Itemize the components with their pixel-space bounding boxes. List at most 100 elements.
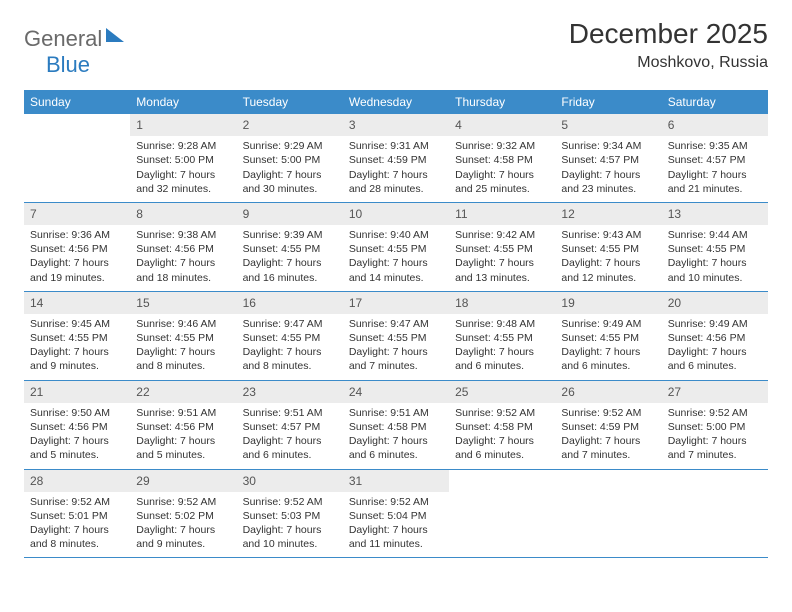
day-body: Sunrise: 9:49 AMSunset: 4:56 PMDaylight:… bbox=[662, 314, 768, 380]
day-body: Sunrise: 9:47 AMSunset: 4:55 PMDaylight:… bbox=[343, 314, 449, 380]
day-number: 6 bbox=[662, 114, 768, 136]
sunset-text: Sunset: 5:03 PM bbox=[243, 509, 337, 523]
day-number: 11 bbox=[449, 203, 555, 225]
sunset-text: Sunset: 4:56 PM bbox=[668, 331, 762, 345]
sunset-text: Sunset: 4:57 PM bbox=[561, 153, 655, 167]
sunrise-text: Sunrise: 9:35 AM bbox=[668, 139, 762, 153]
sunset-text: Sunset: 4:58 PM bbox=[455, 420, 549, 434]
day-number: 27 bbox=[662, 381, 768, 403]
daylight-text: Daylight: 7 hours and 10 minutes. bbox=[243, 523, 337, 551]
day-body: Sunrise: 9:52 AMSunset: 4:58 PMDaylight:… bbox=[449, 403, 555, 469]
sunrise-text: Sunrise: 9:43 AM bbox=[561, 228, 655, 242]
day-cell: 29Sunrise: 9:52 AMSunset: 5:02 PMDayligh… bbox=[130, 470, 236, 558]
day-body: Sunrise: 9:29 AMSunset: 5:00 PMDaylight:… bbox=[237, 136, 343, 202]
day-number: 25 bbox=[449, 381, 555, 403]
day-number: 15 bbox=[130, 292, 236, 314]
sunrise-text: Sunrise: 9:36 AM bbox=[30, 228, 124, 242]
sunset-text: Sunset: 4:55 PM bbox=[349, 242, 443, 256]
day-body: Sunrise: 9:38 AMSunset: 4:56 PMDaylight:… bbox=[130, 225, 236, 291]
sunset-text: Sunset: 4:56 PM bbox=[30, 420, 124, 434]
day-body: Sunrise: 9:50 AMSunset: 4:56 PMDaylight:… bbox=[24, 403, 130, 469]
sunrise-text: Sunrise: 9:45 AM bbox=[30, 317, 124, 331]
day-cell: 11Sunrise: 9:42 AMSunset: 4:55 PMDayligh… bbox=[449, 203, 555, 291]
sunset-text: Sunset: 4:58 PM bbox=[349, 420, 443, 434]
day-number: 26 bbox=[555, 381, 661, 403]
day-cell: 6Sunrise: 9:35 AMSunset: 4:57 PMDaylight… bbox=[662, 114, 768, 202]
sunrise-text: Sunrise: 9:50 AM bbox=[30, 406, 124, 420]
daylight-text: Daylight: 7 hours and 14 minutes. bbox=[349, 256, 443, 284]
sunrise-text: Sunrise: 9:47 AM bbox=[349, 317, 443, 331]
day-cell: 16Sunrise: 9:47 AMSunset: 4:55 PMDayligh… bbox=[237, 292, 343, 380]
sunset-text: Sunset: 4:56 PM bbox=[136, 420, 230, 434]
day-number: 16 bbox=[237, 292, 343, 314]
day-body: Sunrise: 9:28 AMSunset: 5:00 PMDaylight:… bbox=[130, 136, 236, 202]
day-number: 30 bbox=[237, 470, 343, 492]
sunrise-text: Sunrise: 9:38 AM bbox=[136, 228, 230, 242]
day-cell: 7Sunrise: 9:36 AMSunset: 4:56 PMDaylight… bbox=[24, 203, 130, 291]
day-number: 14 bbox=[24, 292, 130, 314]
daylight-text: Daylight: 7 hours and 9 minutes. bbox=[30, 345, 124, 373]
dow-cell: Monday bbox=[130, 90, 236, 114]
sunset-text: Sunset: 4:55 PM bbox=[349, 331, 443, 345]
day-number: 20 bbox=[662, 292, 768, 314]
day-number: 3 bbox=[343, 114, 449, 136]
sunset-text: Sunset: 4:56 PM bbox=[30, 242, 124, 256]
daylight-text: Daylight: 7 hours and 7 minutes. bbox=[668, 434, 762, 462]
sunrise-text: Sunrise: 9:52 AM bbox=[136, 495, 230, 509]
dow-cell: Friday bbox=[555, 90, 661, 114]
sunrise-text: Sunrise: 9:46 AM bbox=[136, 317, 230, 331]
day-cell: 26Sunrise: 9:52 AMSunset: 4:59 PMDayligh… bbox=[555, 381, 661, 469]
day-cell: 27Sunrise: 9:52 AMSunset: 5:00 PMDayligh… bbox=[662, 381, 768, 469]
day-cell: 13Sunrise: 9:44 AMSunset: 4:55 PMDayligh… bbox=[662, 203, 768, 291]
sunrise-text: Sunrise: 9:28 AM bbox=[136, 139, 230, 153]
sunrise-text: Sunrise: 9:51 AM bbox=[243, 406, 337, 420]
day-cell: 14Sunrise: 9:45 AMSunset: 4:55 PMDayligh… bbox=[24, 292, 130, 380]
sunrise-text: Sunrise: 9:51 AM bbox=[136, 406, 230, 420]
day-cell: 2Sunrise: 9:29 AMSunset: 5:00 PMDaylight… bbox=[237, 114, 343, 202]
sunrise-text: Sunrise: 9:40 AM bbox=[349, 228, 443, 242]
day-body: Sunrise: 9:52 AMSunset: 5:00 PMDaylight:… bbox=[662, 403, 768, 469]
sunrise-text: Sunrise: 9:48 AM bbox=[455, 317, 549, 331]
dow-cell: Wednesday bbox=[343, 90, 449, 114]
day-cell bbox=[449, 470, 555, 558]
sunset-text: Sunset: 4:55 PM bbox=[243, 242, 337, 256]
day-cell: 23Sunrise: 9:51 AMSunset: 4:57 PMDayligh… bbox=[237, 381, 343, 469]
day-body: Sunrise: 9:35 AMSunset: 4:57 PMDaylight:… bbox=[662, 136, 768, 202]
daylight-text: Daylight: 7 hours and 5 minutes. bbox=[136, 434, 230, 462]
daylight-text: Daylight: 7 hours and 30 minutes. bbox=[243, 168, 337, 196]
daylight-text: Daylight: 7 hours and 11 minutes. bbox=[349, 523, 443, 551]
sunrise-text: Sunrise: 9:52 AM bbox=[30, 495, 124, 509]
day-cell: 24Sunrise: 9:51 AMSunset: 4:58 PMDayligh… bbox=[343, 381, 449, 469]
sunset-text: Sunset: 4:55 PM bbox=[243, 331, 337, 345]
week-row: 1Sunrise: 9:28 AMSunset: 5:00 PMDaylight… bbox=[24, 114, 768, 203]
sunset-text: Sunset: 4:57 PM bbox=[243, 420, 337, 434]
daylight-text: Daylight: 7 hours and 19 minutes. bbox=[30, 256, 124, 284]
daylight-text: Daylight: 7 hours and 7 minutes. bbox=[561, 434, 655, 462]
weeks-container: 1Sunrise: 9:28 AMSunset: 5:00 PMDaylight… bbox=[24, 114, 768, 558]
daylight-text: Daylight: 7 hours and 9 minutes. bbox=[136, 523, 230, 551]
day-body: Sunrise: 9:34 AMSunset: 4:57 PMDaylight:… bbox=[555, 136, 661, 202]
week-row: 28Sunrise: 9:52 AMSunset: 5:01 PMDayligh… bbox=[24, 470, 768, 559]
daylight-text: Daylight: 7 hours and 6 minutes. bbox=[455, 434, 549, 462]
day-cell: 3Sunrise: 9:31 AMSunset: 4:59 PMDaylight… bbox=[343, 114, 449, 202]
day-number: 4 bbox=[449, 114, 555, 136]
day-cell: 25Sunrise: 9:52 AMSunset: 4:58 PMDayligh… bbox=[449, 381, 555, 469]
daylight-text: Daylight: 7 hours and 5 minutes. bbox=[30, 434, 124, 462]
sunset-text: Sunset: 5:00 PM bbox=[136, 153, 230, 167]
week-row: 14Sunrise: 9:45 AMSunset: 4:55 PMDayligh… bbox=[24, 292, 768, 381]
day-body: Sunrise: 9:52 AMSunset: 5:02 PMDaylight:… bbox=[130, 492, 236, 558]
sunset-text: Sunset: 5:01 PM bbox=[30, 509, 124, 523]
day-body: Sunrise: 9:45 AMSunset: 4:55 PMDaylight:… bbox=[24, 314, 130, 380]
day-cell: 8Sunrise: 9:38 AMSunset: 4:56 PMDaylight… bbox=[130, 203, 236, 291]
day-cell: 20Sunrise: 9:49 AMSunset: 4:56 PMDayligh… bbox=[662, 292, 768, 380]
daylight-text: Daylight: 7 hours and 32 minutes. bbox=[136, 168, 230, 196]
day-number: 12 bbox=[555, 203, 661, 225]
logo-text-blue: Blue bbox=[24, 52, 90, 77]
day-number: 17 bbox=[343, 292, 449, 314]
sunrise-text: Sunrise: 9:52 AM bbox=[243, 495, 337, 509]
daylight-text: Daylight: 7 hours and 7 minutes. bbox=[349, 345, 443, 373]
sunrise-text: Sunrise: 9:31 AM bbox=[349, 139, 443, 153]
day-cell bbox=[662, 470, 768, 558]
sunrise-text: Sunrise: 9:34 AM bbox=[561, 139, 655, 153]
day-body: Sunrise: 9:36 AMSunset: 4:56 PMDaylight:… bbox=[24, 225, 130, 291]
